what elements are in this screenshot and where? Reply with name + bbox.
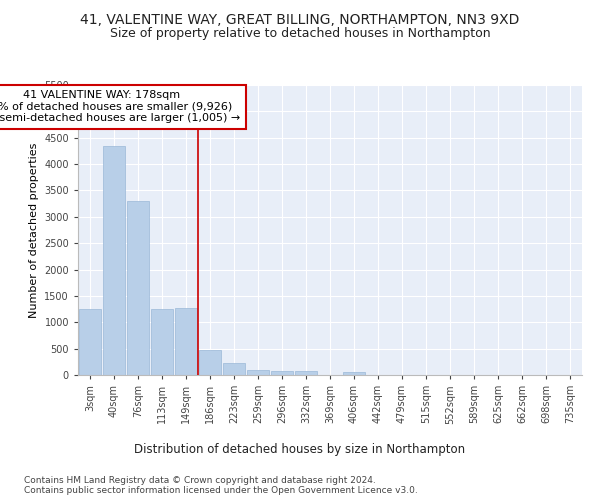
Bar [79, 309, 101, 375]
Bar [223, 364, 245, 375]
Text: Contains HM Land Registry data © Crown copyright and database right 2024.
Contai: Contains HM Land Registry data © Crown c… [24, 476, 418, 495]
Bar [103, 146, 125, 375]
Text: 41 VALENTINE WAY: 178sqm
← 91% of detached houses are smaller (9,926)
9% of semi: 41 VALENTINE WAY: 178sqm ← 91% of detach… [0, 90, 240, 124]
Bar [175, 308, 197, 375]
Bar [127, 201, 149, 375]
Bar [247, 370, 269, 375]
Bar [199, 350, 221, 375]
Text: 41, VALENTINE WAY, GREAT BILLING, NORTHAMPTON, NN3 9XD: 41, VALENTINE WAY, GREAT BILLING, NORTHA… [80, 12, 520, 26]
Text: Size of property relative to detached houses in Northampton: Size of property relative to detached ho… [110, 28, 490, 40]
Bar [295, 371, 317, 375]
Bar [151, 309, 173, 375]
Bar [271, 371, 293, 375]
Y-axis label: Number of detached properties: Number of detached properties [29, 142, 38, 318]
Bar [343, 372, 365, 375]
Text: Distribution of detached houses by size in Northampton: Distribution of detached houses by size … [134, 442, 466, 456]
